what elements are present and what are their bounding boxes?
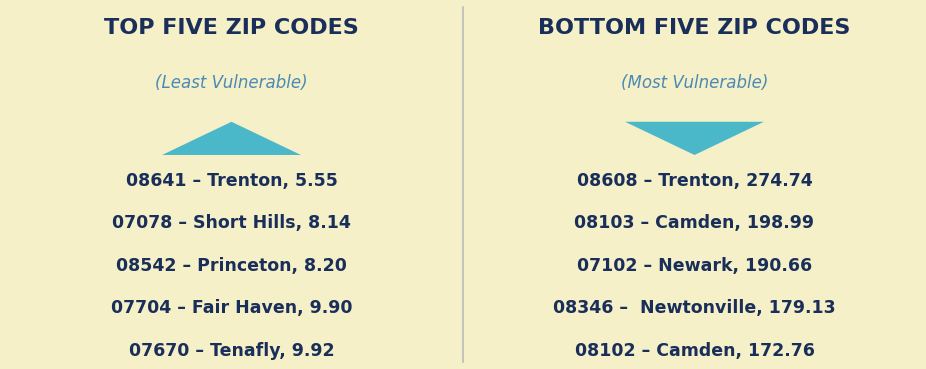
Text: 07670 – Tenafly, 9.92: 07670 – Tenafly, 9.92 (129, 342, 334, 359)
Text: 08608 – Trenton, 274.74: 08608 – Trenton, 274.74 (577, 172, 812, 190)
Text: TOP FIVE ZIP CODES: TOP FIVE ZIP CODES (104, 18, 359, 38)
Polygon shape (625, 122, 764, 155)
Text: 08346 –  Newtonville, 179.13: 08346 – Newtonville, 179.13 (553, 299, 836, 317)
Text: 07704 – Fair Haven, 9.90: 07704 – Fair Haven, 9.90 (111, 299, 352, 317)
Text: 08102 – Camden, 172.76: 08102 – Camden, 172.76 (574, 342, 815, 359)
Text: BOTTOM FIVE ZIP CODES: BOTTOM FIVE ZIP CODES (538, 18, 851, 38)
Text: 08542 – Princeton, 8.20: 08542 – Princeton, 8.20 (116, 257, 347, 275)
Text: (Least Vulnerable): (Least Vulnerable) (156, 74, 307, 92)
Text: 07102 – Newark, 190.66: 07102 – Newark, 190.66 (577, 257, 812, 275)
Text: 07078 – Short Hills, 8.14: 07078 – Short Hills, 8.14 (112, 214, 351, 232)
Text: 08103 – Camden, 198.99: 08103 – Camden, 198.99 (574, 214, 815, 232)
Text: (Most Vulnerable): (Most Vulnerable) (620, 74, 769, 92)
Polygon shape (162, 122, 301, 155)
Text: 08641 – Trenton, 5.55: 08641 – Trenton, 5.55 (126, 172, 337, 190)
